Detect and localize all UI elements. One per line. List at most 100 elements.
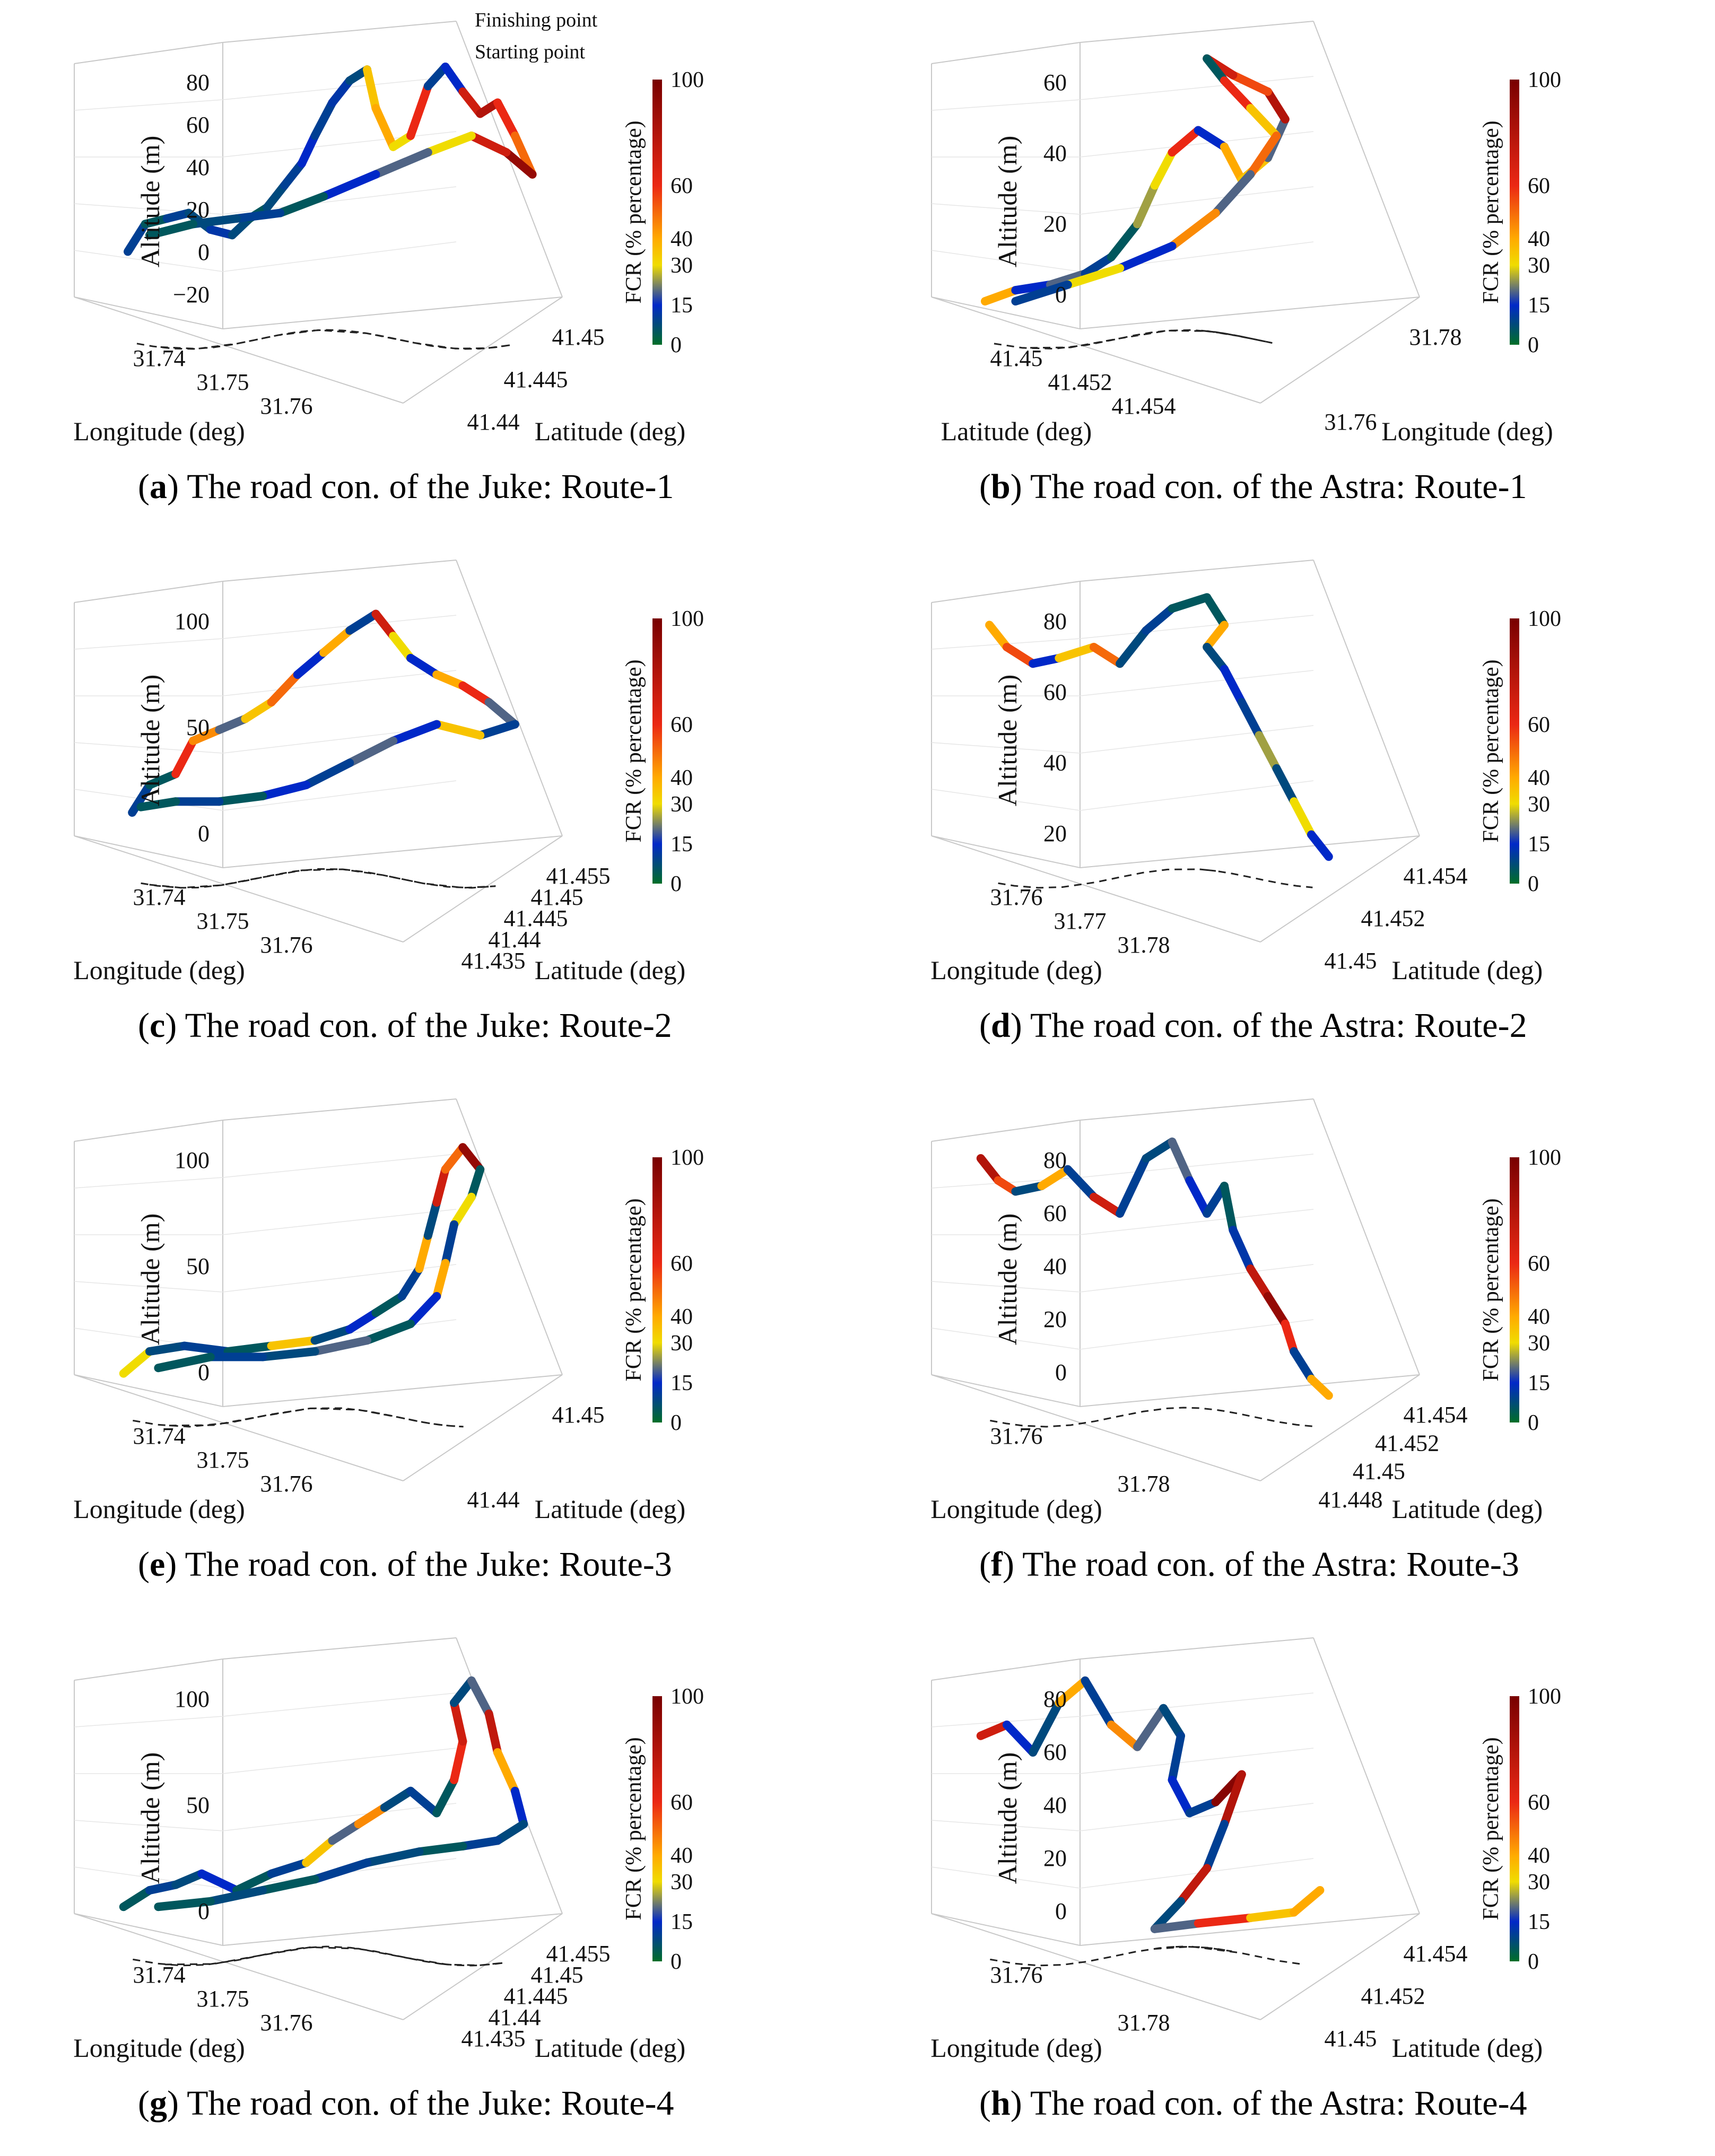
z-tick-label: 40 [1043, 750, 1067, 776]
y-tick-label: 31.78 [1409, 324, 1462, 350]
route-segment [354, 1803, 389, 1829]
gridlines [931, 1692, 1314, 1889]
colorbar-tick-label: 60 [1528, 1252, 1550, 1276]
route-segment [298, 132, 319, 168]
route-segment [371, 609, 398, 641]
x-tick-label: 31.76 [260, 2010, 313, 2036]
colorbar-tick-label: 40 [671, 227, 693, 251]
colorbar-tick-label: 40 [1528, 1305, 1550, 1329]
x-tick-label: 31.76 [260, 1471, 313, 1497]
route-segment [145, 220, 197, 240]
panel-letter: a [149, 467, 167, 506]
z-tick-label: 80 [1043, 1686, 1067, 1712]
route-segment [154, 1352, 215, 1373]
panel-caption: (h) The road con. of the Astra: Route-4 [979, 2084, 1527, 2123]
y-tick-label: 41.448 [1319, 1487, 1383, 1513]
x-tick-label: 31.74 [133, 1423, 186, 1449]
route-segment [1281, 1320, 1299, 1356]
z-axis-label: Altitude (m) [135, 1214, 165, 1346]
z-axis-label: Altitude (m) [135, 136, 165, 268]
route-segment [1116, 242, 1177, 273]
caption-text: The road con. of the Juke: Route-2 [185, 1006, 672, 1045]
colorbar-tick-label: 40 [1528, 766, 1550, 790]
route-segment [1229, 71, 1272, 96]
x-tick-label: 31.75 [197, 1986, 249, 2012]
z-axis-label: Altitude (m) [993, 1214, 1022, 1346]
x-tick-label: 31.75 [197, 908, 249, 934]
route-segment [1011, 1182, 1046, 1196]
colorbar-tick-label: 15 [1528, 832, 1550, 857]
z-tick-label: 40 [1043, 1792, 1067, 1818]
y-tick-label: 41.45 [552, 324, 605, 350]
route-segment [1168, 1776, 1194, 1818]
colorbar-label: FCR (% percentage) [622, 1737, 646, 1920]
route-segment [1107, 1721, 1142, 1751]
colorbar-tick-label: 30 [671, 1331, 693, 1356]
route-segment [502, 148, 537, 179]
y-axis-label: Latitude (deg) [1392, 955, 1543, 985]
route-segment [1090, 1192, 1125, 1218]
route-segment [1116, 626, 1151, 668]
ground-projection [990, 1945, 1305, 1967]
colorbar-tick-label: 0 [671, 1411, 682, 1435]
route-segment [493, 98, 519, 140]
route-segment [467, 132, 511, 157]
route-segment [1090, 643, 1125, 668]
z-tick-label: 100 [175, 608, 210, 634]
z-tick-label: 0 [198, 1359, 210, 1385]
z-tick-label: 20 [1043, 211, 1067, 237]
x-axis-label: Longitude (deg) [930, 955, 1102, 985]
panel-caption: (f) The road con. of the Astra: Route-3 [979, 1545, 1519, 1584]
y-tick-label: 41.445 [504, 366, 568, 392]
ground-projection [141, 868, 496, 889]
panel-e: 100 50 0 Altitude (m) 31.74 31.75 31.76 Longitu… [0, 1078, 857, 1617]
y-tick-label: 41.454 [1404, 1941, 1468, 1967]
y-axis-label: Longitude (deg) [1381, 416, 1553, 446]
route-segment [154, 1897, 215, 1911]
z-tick-label: 60 [1043, 1739, 1067, 1765]
z-axis-label: Altitude (m) [135, 1752, 165, 1884]
y-tick-label: 41.44 [467, 1487, 520, 1513]
colorbar-label: FCR (% percentage) [1479, 1737, 1503, 1920]
colorbar-tick-label: 40 [1528, 1844, 1550, 1868]
route-segment [415, 1231, 432, 1273]
route-segment [280, 159, 306, 190]
route-segment [206, 1886, 267, 1906]
x-tick-label: 41.452 [1048, 369, 1112, 395]
z-tick-label: 60 [1043, 69, 1067, 95]
route-segment [441, 1143, 467, 1174]
route-segment [432, 1165, 450, 1207]
route-segment [1029, 1698, 1064, 1757]
route-segment [1290, 1886, 1325, 1917]
colorbar-tick-label: 0 [1528, 872, 1539, 896]
route-segment [406, 1292, 441, 1328]
route-segment [319, 170, 380, 201]
route-segment [380, 1786, 415, 1812]
route-segment [215, 714, 250, 734]
z-tick-label: 100 [175, 1686, 210, 1712]
panel-letter: b [990, 467, 1011, 506]
route-segment [1185, 1176, 1212, 1218]
route-segment [1290, 797, 1316, 839]
colorbar-tick-label: 100 [671, 68, 704, 92]
route-segment [1229, 1226, 1255, 1273]
panel-letter: h [990, 2084, 1011, 2123]
route-segment [302, 758, 354, 789]
route-segment [1142, 604, 1177, 635]
x-axis-label: Longitude (deg) [73, 1494, 245, 1524]
route-segment [1011, 280, 1072, 305]
colorbar [1510, 80, 1519, 345]
z-tick-label: 80 [1043, 608, 1067, 634]
route-segment [493, 1748, 519, 1795]
axes-box [931, 1098, 1420, 1481]
route-segment [145, 770, 180, 789]
z-tick-label: 0 [198, 820, 210, 846]
route-segment [458, 681, 493, 706]
y-tick-label: 41.45 [531, 884, 584, 910]
chart-a: 80 60 40 20 0 −20 Altitude (m) 31.74 31.75 31.76 L… [73, 9, 704, 446]
route-segment [363, 1320, 415, 1345]
colorbar-tick-label: 0 [1528, 1950, 1539, 1974]
colorbar-tick-label: 100 [1528, 1146, 1561, 1170]
route-segment [1142, 1137, 1177, 1163]
colorbar-tick-label: 30 [671, 1870, 693, 1895]
